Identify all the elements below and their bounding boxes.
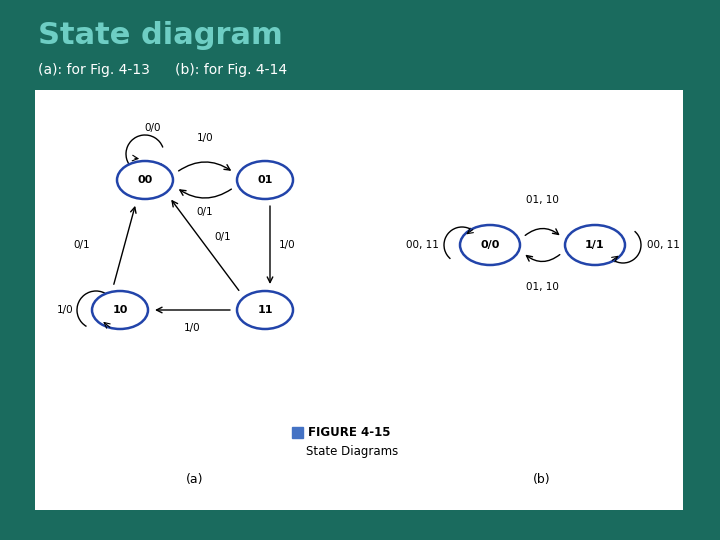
Text: 1/0: 1/0 <box>279 240 295 250</box>
Text: 10: 10 <box>112 305 127 315</box>
Text: 01, 10: 01, 10 <box>526 282 559 292</box>
Text: (a): for Fig. 4-13: (a): for Fig. 4-13 <box>38 63 150 77</box>
Text: (a): (a) <box>186 474 204 487</box>
Ellipse shape <box>237 161 293 199</box>
Text: 00: 00 <box>138 175 153 185</box>
Text: 00, 11: 00, 11 <box>405 240 438 250</box>
Text: 00, 11: 00, 11 <box>647 240 680 250</box>
Text: 0/1: 0/1 <box>215 232 231 242</box>
Text: 1/0: 1/0 <box>197 133 213 143</box>
Text: (b): (b) <box>534 474 551 487</box>
Text: 0/0: 0/0 <box>480 240 500 250</box>
Text: 1/0: 1/0 <box>57 305 73 315</box>
Text: 0/1: 0/1 <box>73 240 90 250</box>
Ellipse shape <box>565 225 625 265</box>
FancyBboxPatch shape <box>35 90 683 510</box>
Ellipse shape <box>460 225 520 265</box>
Ellipse shape <box>92 291 148 329</box>
Ellipse shape <box>237 291 293 329</box>
Text: (b): for Fig. 4-14: (b): for Fig. 4-14 <box>175 63 287 77</box>
Text: 1/1: 1/1 <box>585 240 605 250</box>
Text: State diagram: State diagram <box>38 21 283 50</box>
Text: 0/1: 0/1 <box>197 207 213 217</box>
Text: 01, 10: 01, 10 <box>526 195 559 205</box>
Text: 0/0: 0/0 <box>145 123 161 133</box>
Bar <box>292 427 303 438</box>
Text: State Diagrams: State Diagrams <box>306 444 398 457</box>
Ellipse shape <box>117 161 173 199</box>
Text: 1/0: 1/0 <box>184 323 201 333</box>
Text: FIGURE 4-15: FIGURE 4-15 <box>308 427 390 440</box>
Text: 11: 11 <box>257 305 273 315</box>
Text: 01: 01 <box>257 175 273 185</box>
